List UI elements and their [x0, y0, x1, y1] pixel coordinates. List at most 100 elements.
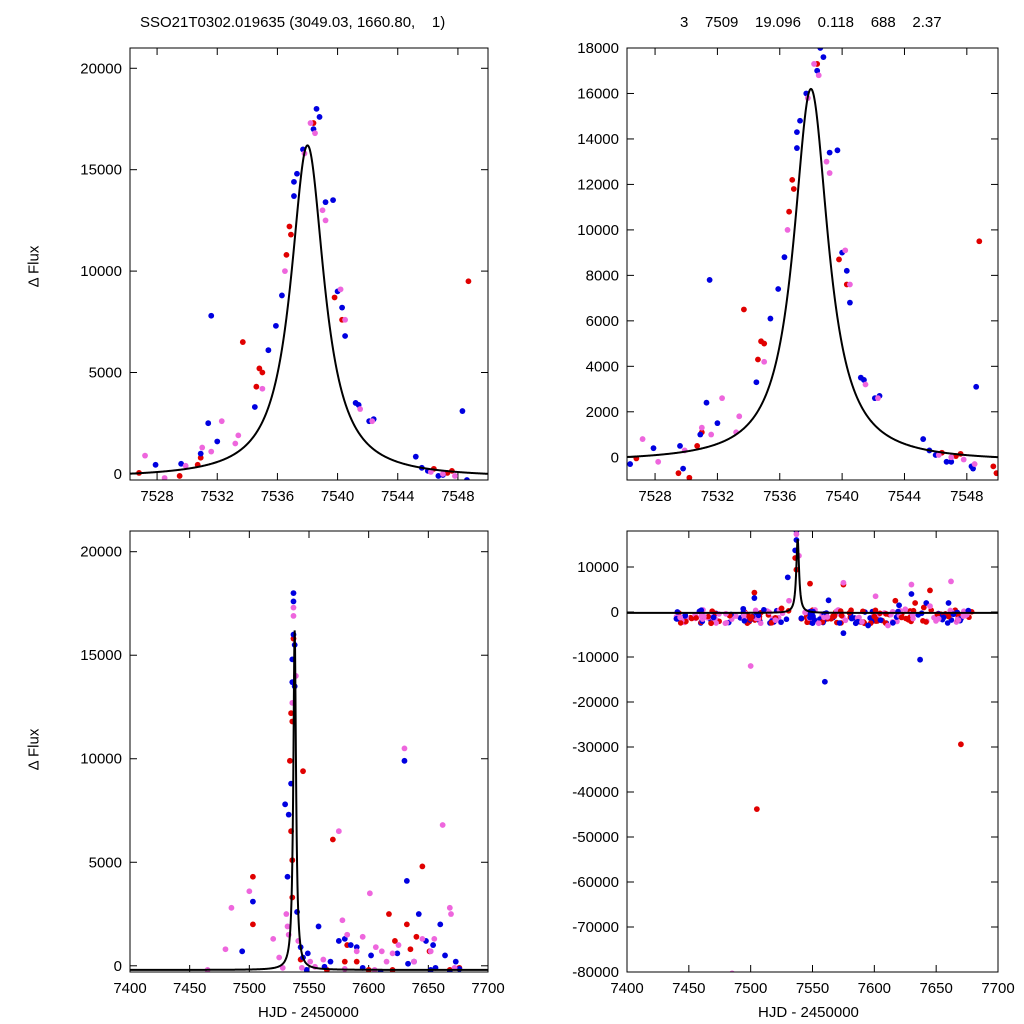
data-point-magenta [960, 613, 967, 619]
data-point-blue [303, 967, 310, 972]
data-point-blue [627, 461, 634, 467]
data-point-blue [755, 612, 762, 619]
data-point-blue [794, 129, 800, 136]
data-point-magenta [427, 948, 434, 955]
data-point-blue [273, 322, 279, 329]
data-point-magenta [908, 581, 915, 588]
data-point-red [747, 616, 754, 622]
data-point-red [838, 612, 845, 619]
data-point-blue [775, 286, 782, 292]
data-point-magenta [948, 454, 955, 461]
data-point-magenta [847, 281, 853, 288]
data-point-red [990, 463, 997, 470]
data-point-magenta [826, 170, 833, 176]
data-point-magenta [276, 954, 283, 961]
data-point-red [675, 470, 682, 477]
data-point-blue [335, 938, 342, 944]
y-tick-label: -20000 [572, 694, 619, 711]
data-point-blue [291, 193, 297, 199]
fit-parameters-header: 3 7509 19.096 0.118 688 2.37 [680, 14, 942, 31]
y-tick-label: 0 [611, 604, 619, 621]
data-point-magenta [208, 448, 215, 455]
model-fit-curve [627, 87, 998, 459]
data-point-magenta [411, 958, 417, 965]
model-fit-curve [130, 630, 488, 971]
data-point-red [927, 587, 933, 594]
data-point-red [708, 620, 714, 627]
data-point-magenta [757, 620, 764, 627]
y-tick-label: 2000 [586, 404, 619, 421]
data-point-blue [794, 145, 800, 151]
data-point-blue [239, 948, 246, 955]
y-tick-label: 14000 [577, 131, 619, 148]
data-point-blue [205, 420, 212, 427]
data-point-red [871, 613, 878, 620]
data-point-red [256, 365, 263, 372]
y-tick-label: 10000 [80, 751, 122, 768]
data-point-red [920, 604, 927, 611]
data-point-blue [313, 105, 320, 112]
data-point-magenta [142, 452, 148, 459]
data-point-magenta [199, 444, 206, 451]
x-tick-label: 7400 [113, 980, 146, 997]
data-point-red [976, 238, 983, 245]
data-point-magenta [971, 461, 978, 467]
data-point-blue [282, 801, 289, 808]
data-point-red [286, 223, 293, 230]
data-point-blue [877, 617, 884, 623]
data-point-magenta [729, 970, 735, 972]
data-point-magenta [366, 890, 373, 897]
data-point-magenta [246, 888, 253, 895]
data-point-blue [339, 304, 345, 311]
data-point-blue [710, 614, 717, 621]
y-tick-label: 0 [611, 449, 619, 466]
data-point-red [768, 620, 775, 626]
data-point-blue [944, 620, 951, 626]
data-point-blue [852, 620, 859, 627]
data-point-magenta [947, 607, 954, 614]
data-point-red [923, 619, 929, 625]
y-tick-label: -30000 [572, 739, 619, 756]
y-tick-label: 0 [114, 958, 122, 975]
data-point-blue [781, 254, 788, 261]
data-point-red [693, 615, 700, 621]
data-point-blue [825, 597, 832, 604]
data-point-magenta [815, 620, 822, 627]
data-point-magenta [902, 606, 909, 613]
y-tick-label: 4000 [586, 358, 619, 375]
data-point-blue [405, 960, 411, 967]
data-point-red [755, 356, 761, 363]
data-point-blue [178, 460, 185, 467]
data-point-magenta [337, 286, 344, 293]
data-point-blue [464, 477, 470, 480]
data-point-blue [294, 170, 300, 177]
data-point-magenta [842, 617, 849, 624]
plot-area-zoom-raw [130, 105, 488, 480]
data-point-magenta [235, 432, 242, 439]
lightcurve-id-header: SSO21T0302.019635 (3049.03, 1660.80, 1) [140, 14, 446, 31]
data-point-blue [767, 315, 774, 322]
data-point-magenta [708, 431, 715, 438]
data-point-blue [843, 267, 850, 274]
x-tick-label: 7540 [825, 488, 858, 505]
data-point-red [705, 613, 712, 620]
data-point-blue [698, 607, 705, 614]
data-point-magenta [401, 745, 408, 752]
data-point-blue [290, 590, 297, 597]
panel-frame [626, 47, 999, 481]
data-point-red [892, 597, 899, 604]
data-point-blue [330, 197, 336, 204]
y-tick-label: -70000 [572, 919, 619, 936]
data-point-blue [456, 965, 463, 972]
plot-area-full-fit [627, 531, 998, 972]
data-point-magenta [740, 612, 747, 619]
data-point-blue [920, 436, 927, 442]
data-point-red [741, 306, 747, 313]
data-point-magenta [875, 395, 881, 402]
data-point-red [945, 613, 952, 620]
data-point-magenta [677, 614, 684, 621]
data-point-magenta [698, 424, 705, 431]
data-point-blue [290, 598, 297, 605]
data-point-red [259, 369, 266, 376]
x-axis-label-right: HJD - 2450000 [758, 1004, 859, 1021]
